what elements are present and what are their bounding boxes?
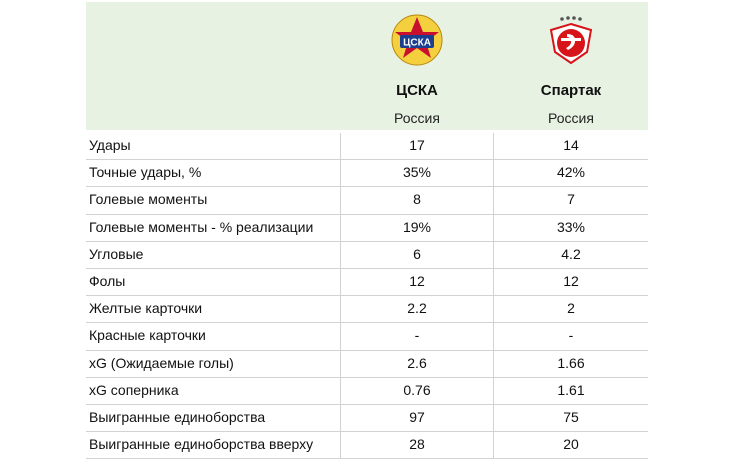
spartak-value: 20 — [563, 436, 579, 453]
spartak-logo-icon — [549, 16, 593, 65]
teams-header: ЦСКА ЦСКА Россия Спартак Россия — [86, 2, 648, 130]
svg-text:ЦСКА: ЦСКА — [403, 38, 431, 49]
table-row: Голевые моменты - % реализации 19% 33% — [86, 215, 648, 242]
stat-label: Фолы — [89, 272, 126, 289]
cska-value: 19% — [402, 218, 432, 235]
stat-label: Выигранные единоборства — [89, 408, 266, 425]
stat-label: Голевые моменты — [89, 191, 208, 208]
stat-label: xG соперника — [89, 381, 179, 398]
stat-label: xG (Ожидаемые голы) — [89, 354, 234, 371]
table-row: Выигранные единоборства 97 75 — [86, 405, 648, 433]
table-row: xG (Ожидаемые голы) 2.6 1.66 — [86, 351, 648, 378]
team-name: ЦСКА — [396, 82, 438, 99]
stat-label: Угловые — [89, 245, 144, 262]
cska-value: 12 — [409, 272, 425, 289]
spartak-value: 1.61 — [557, 381, 585, 398]
spartak-value: 2 — [567, 300, 575, 317]
table-row: xG соперника 0.76 1.61 — [86, 378, 648, 405]
cska-value: 6 — [413, 245, 421, 262]
table-row: Угловые 6 4.2 — [86, 242, 648, 269]
spartak-value: 7 — [567, 191, 575, 208]
cska-value: 35% — [402, 164, 432, 181]
spartak-value: - — [568, 327, 574, 344]
spartak-value: 14 — [563, 137, 579, 153]
team-spartak: Спартак Россия — [496, 2, 646, 126]
cska-logo-icon: ЦСКА — [391, 14, 443, 66]
spartak-value: 12 — [563, 272, 579, 289]
stat-label: Удары — [89, 137, 131, 153]
table-row: Желтые карточки 2.2 2 — [86, 296, 648, 324]
spartak-value: 42% — [556, 164, 586, 181]
cska-value: 17 — [409, 137, 425, 153]
cska-value: 0.76 — [403, 381, 431, 398]
stats-table: Удары 17 14 Точные удары, % 35% 42% Голе… — [86, 133, 648, 459]
team-country: Россия — [548, 110, 594, 126]
stat-label: Голевые моменты - % реализации — [89, 218, 314, 235]
stat-label: Точные удары, % — [89, 164, 202, 181]
stat-label: Красные карточки — [89, 327, 206, 344]
stat-label: Выигранные единоборства вверху — [89, 436, 314, 453]
table-row: Выигранные единоборства вверху 28 20 — [86, 432, 648, 459]
table-row: Фолы 12 12 — [86, 269, 648, 297]
team-name: Спартак — [540, 82, 602, 99]
cska-value: 97 — [409, 408, 425, 425]
table-row: Красные карточки - - — [86, 323, 648, 351]
cska-value: 2.6 — [407, 354, 427, 371]
table-row: Удары 17 14 — [86, 133, 648, 161]
table-row: Голевые моменты 8 7 — [86, 187, 648, 215]
spartak-value: 75 — [563, 408, 579, 425]
cska-value: 8 — [413, 191, 421, 208]
stats-panel: ЦСКА ЦСКА Россия Спартак Россия Удары 17 — [86, 2, 648, 459]
cska-value: 28 — [409, 436, 425, 453]
spartak-value: 4.2 — [561, 245, 581, 262]
table-row: Точные удары, % 35% 42% — [86, 160, 648, 188]
spartak-value: 33% — [556, 218, 586, 235]
spartak-value: 1.66 — [557, 354, 585, 371]
cska-value: 2.2 — [407, 300, 427, 317]
cska-value: - — [414, 327, 420, 344]
team-cska: ЦСКА ЦСКА Россия — [342, 2, 492, 126]
team-country: Россия — [394, 110, 440, 126]
stat-label: Желтые карточки — [89, 300, 203, 317]
